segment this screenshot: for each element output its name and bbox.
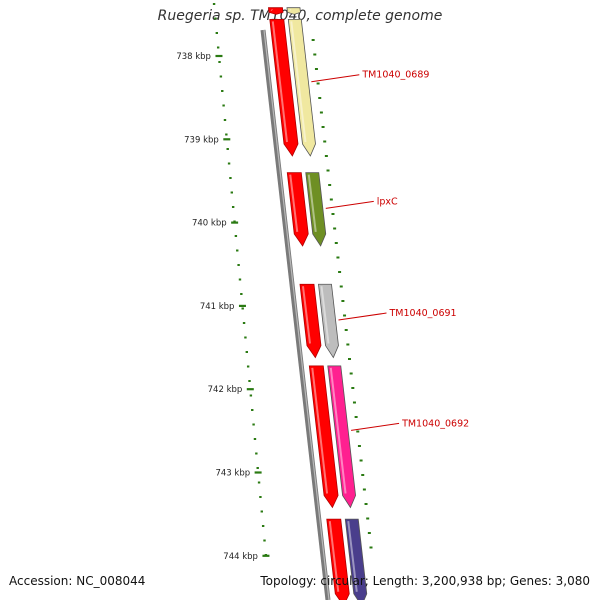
- map-title: Ruegeria sp. TM1040, complete genome: [157, 8, 443, 24]
- gene-category-arrow: [318, 283, 339, 359]
- gene-category-arrow: [327, 365, 356, 509]
- gene-strand-arrow: [308, 365, 339, 509]
- gene-label: TM1040_0689: [361, 70, 429, 81]
- ruler-tick-label: 743 kbp: [215, 469, 250, 479]
- gene-strand-arrow-highlight: [271, 21, 288, 143]
- gene-category-arrow: [305, 172, 327, 247]
- gene-category-arrow-highlight: [329, 367, 347, 494]
- gene-label: TM1040_0692: [401, 418, 469, 429]
- ruler-tick-label: 744 kbp: [223, 552, 258, 562]
- backbone-highlight: [263, 29, 330, 600]
- gene-label-leader: [350, 422, 400, 431]
- gene-strand-arrow-highlight: [311, 367, 329, 494]
- backbone-line: [260, 29, 331, 600]
- gene-category-arrow-highlight: [320, 286, 330, 344]
- gene-category-arrow: [286, 7, 301, 15]
- gene-category-arrow: [287, 18, 316, 157]
- gene-label-leader: [325, 200, 374, 209]
- ruler-tick-label: 740 kbp: [192, 219, 227, 229]
- gene-category-arrow-highlight: [347, 521, 358, 592]
- ruler-tick-label: 742 kbp: [208, 385, 243, 395]
- gene-category-arrow-highlight: [289, 9, 292, 11]
- gene-strand-arrow-highlight: [289, 174, 299, 233]
- gene-strand-arrow-highlight: [301, 286, 311, 344]
- gene-strand-arrow: [286, 172, 309, 247]
- gene-strand-arrow: [299, 283, 322, 359]
- accession-text: Accession: NC_008044: [9, 574, 146, 588]
- gene-category-arrow-highlight: [307, 174, 317, 233]
- gene-label-leader: [338, 312, 387, 321]
- gene-category-arrow-highlight: [290, 21, 307, 143]
- gene-strand-arrow-highlight: [270, 9, 273, 11]
- ruler-tick-label: 739 kbp: [184, 135, 219, 145]
- gene-label: TM1040_0691: [388, 308, 456, 319]
- gene-strand-arrow: [268, 7, 284, 15]
- gene-strand-arrow-highlight: [328, 521, 340, 592]
- gene-label-leader: [311, 74, 360, 83]
- ruler-tick-label: 738 kbp: [176, 52, 211, 62]
- topology-text: Topology: circular; Length: 3,200,938 bp…: [260, 574, 590, 588]
- ruler-tick-label: 741 kbp: [200, 302, 235, 312]
- gene-label: lpxC: [377, 196, 398, 207]
- gene-strand-arrow: [269, 18, 299, 157]
